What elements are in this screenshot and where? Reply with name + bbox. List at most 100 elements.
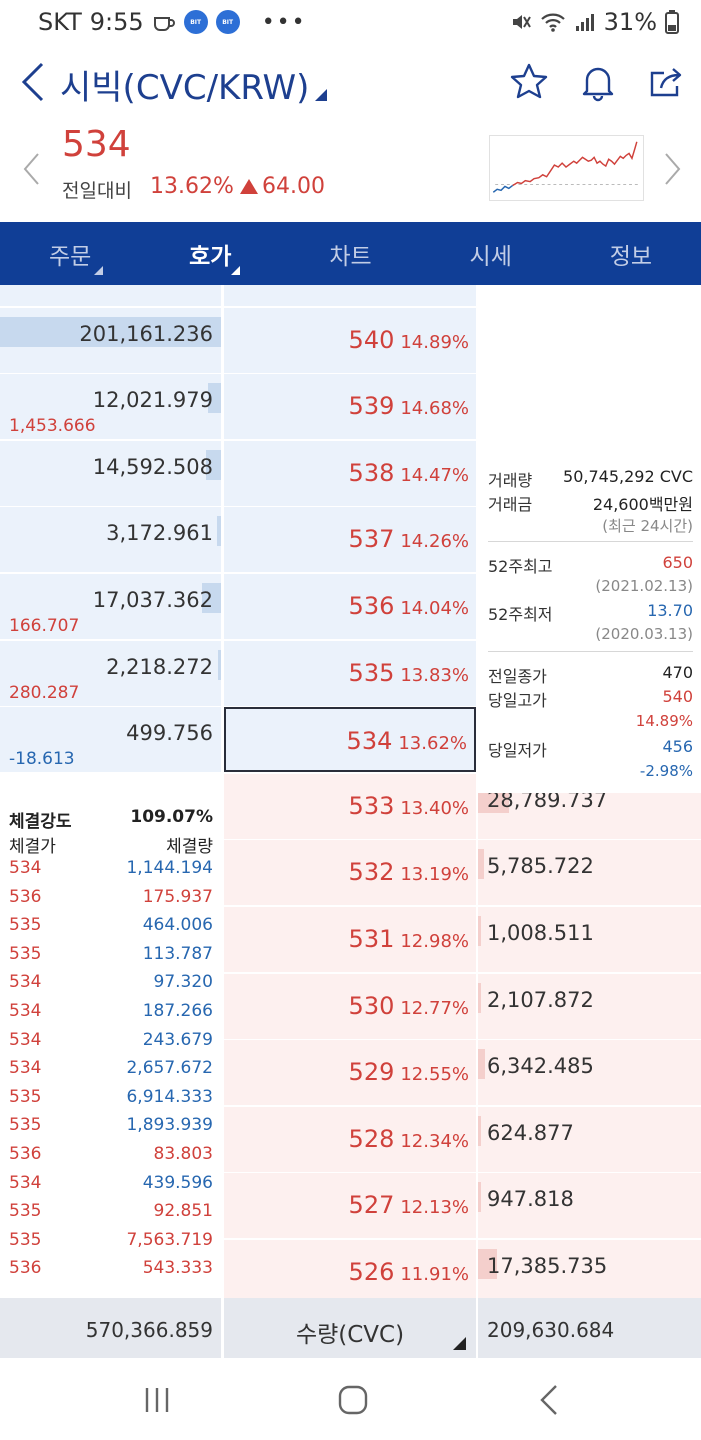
system-back-icon[interactable] — [530, 1380, 570, 1420]
trade-row: 534 2,657.672 — [9, 1058, 213, 1078]
previous-market-icon[interactable] — [22, 152, 42, 186]
ask-quantity-cell[interactable]: 499.756 -18.613 — [0, 707, 221, 773]
bid-quantity-cell[interactable]: 1,008.511 — [478, 907, 701, 972]
trade-quantity: 113.787 — [142, 943, 213, 964]
bid-price-cell[interactable]: 531 12.98% — [224, 907, 476, 972]
tab-dropdown-icon — [94, 266, 104, 275]
trade-price: 535 — [9, 1115, 42, 1136]
ask-quantity-cell[interactable]: 14,592.508 — [0, 440, 221, 506]
trade-row: 536 175.937 — [9, 887, 213, 907]
clock: 9:55 — [89, 8, 144, 36]
bid-volume-bar — [478, 1115, 481, 1146]
bid-quantity-cell[interactable]: 5,785.722 — [478, 840, 701, 906]
tab-chart[interactable]: 차트 — [280, 222, 420, 285]
bid-volume-bar — [478, 916, 481, 946]
day-high-value: 540 — [662, 687, 693, 706]
trade-quantity: 97.320 — [153, 972, 213, 993]
tab-order[interactable]: 주문 — [0, 222, 140, 285]
price-percent: 14.68% — [400, 398, 469, 420]
price-label: 531 12.98% — [349, 925, 469, 953]
price-label: 536 14.04% — [349, 592, 469, 620]
current-price-cell[interactable]: 534 13.62% — [224, 707, 476, 773]
ask-price-cell[interactable]: 540 14.89% — [224, 307, 476, 373]
tab-quotes[interactable]: 시세 — [421, 222, 561, 285]
bid-quantity-cell[interactable]: 6,342.485 — [478, 1040, 701, 1106]
bid-price-cell[interactable]: 526 11.91% — [224, 1240, 476, 1298]
ask-quantity-cell[interactable]: 9,713.973 — [0, 285, 221, 306]
bid-quantity: 2,107.872 — [487, 987, 594, 1012]
trade-quantity: 187.266 — [142, 1001, 213, 1021]
trade-row: 534 1,144.194 — [9, 858, 213, 878]
battery-icon — [665, 10, 679, 34]
divider — [488, 541, 693, 542]
bid-total: 209,630.684 — [487, 1318, 615, 1342]
price-percent: 14.26% — [400, 531, 469, 553]
ask-quantity-cell[interactable]: 17,037.362 166.707 — [0, 574, 221, 639]
ask-quantity-cell[interactable]: 3,172.961 — [0, 507, 221, 573]
ask-quantity: 499.756 — [126, 721, 213, 746]
trade-qty-header: 체결량 — [166, 837, 213, 857]
recent-apps-icon[interactable] — [137, 1380, 177, 1420]
ask-quantity-cell[interactable]: 201,161.236 — [0, 307, 221, 373]
bid-price-cell[interactable]: 532 13.19% — [224, 840, 476, 906]
signal-icon — [575, 14, 594, 31]
bid-price-cell[interactable]: 529 12.55% — [224, 1040, 476, 1106]
coffee-icon — [153, 17, 175, 31]
quantity-change: 166.707 — [9, 616, 80, 636]
bid-volume-bar — [478, 1249, 497, 1279]
bid-quantity-cell[interactable]: 624.877 — [478, 1106, 701, 1172]
dropdown-triangle-icon — [315, 88, 328, 101]
tab-info[interactable]: 정보 — [561, 222, 701, 285]
high52-label: 52주최고 — [488, 557, 553, 576]
ask-volume-bar — [207, 383, 221, 414]
ask-price-cell[interactable]: 538 14.47% — [224, 440, 476, 506]
price-percent: 14.89% — [400, 331, 469, 353]
tab-orderbook[interactable]: 호가 — [140, 222, 280, 285]
alarm-bell-icon[interactable] — [578, 62, 618, 102]
bid-quantity: 17,385.735 — [487, 1254, 608, 1278]
day-high-percent: 14.89% — [635, 712, 693, 730]
day-low-label: 당일저가 — [488, 741, 547, 760]
bid-quantity-cell[interactable]: 17,385.735 — [478, 1240, 701, 1298]
price-label: 530 12.77% — [349, 992, 469, 1020]
ask-quantity: 2,218.272 — [106, 654, 213, 679]
page-title: 시빅(CVC/KRW) — [60, 68, 310, 108]
price-value: 532 — [348, 858, 395, 887]
home-icon[interactable] — [333, 1380, 373, 1420]
ask-quantity: 3,172.961 — [106, 521, 213, 546]
mini-price-chart[interactable] — [489, 135, 644, 201]
ask-price-cell[interactable]: 539 14.68% — [224, 374, 476, 440]
ask-quantity-cell[interactable]: 2,218.272 280.287 — [0, 640, 221, 706]
ask-price-cell[interactable]: 541 15.11% — [224, 285, 476, 306]
back-icon[interactable] — [18, 60, 48, 104]
price-percent: 12.98% — [400, 931, 469, 952]
ask-quantity-cell[interactable]: 12,021.979 1,453.666 — [0, 374, 221, 440]
share-icon[interactable] — [647, 62, 687, 102]
dropdown-triangle-icon — [453, 1337, 466, 1350]
bid-price-cell[interactable]: 530 12.77% — [224, 973, 476, 1039]
unit-selector[interactable]: 수량(CVC) — [224, 1298, 476, 1358]
trade-history-panel: 체결강도 109.07% 체결가 체결량 534 1,144.194 536 175.93… — [0, 793, 221, 1298]
ask-price-cell[interactable]: 536 14.04% — [224, 574, 476, 639]
bid-quantity-cell[interactable]: 2,107.872 — [478, 973, 701, 1039]
bid-price-cell[interactable]: 528 12.34% — [224, 1106, 476, 1172]
ask-volume-bar — [202, 583, 221, 613]
order-book[interactable]: 9,713.97354115.11%201,161.23654014.89%12… — [0, 285, 701, 1298]
trade-price: 535 — [9, 1201, 42, 1222]
trade-row: 535 7,563.719 — [9, 1230, 213, 1250]
bid-price-cell[interactable]: 533 13.40% — [224, 773, 476, 839]
next-market-icon[interactable] — [662, 152, 682, 186]
market-selector[interactable]: 시빅(CVC/KRW) — [60, 60, 328, 109]
trade-quantity: 464.006 — [142, 915, 213, 936]
trade-quantity: 83.803 — [153, 1144, 213, 1164]
change-amount-value: 64.00 — [262, 174, 325, 199]
trade-price: 534 — [9, 858, 42, 878]
ask-price-cell[interactable]: 535 13.83% — [224, 640, 476, 706]
favorite-star-icon[interactable] — [509, 62, 549, 102]
app-header: 시빅(CVC/KRW) — [0, 52, 701, 116]
trade-quantity: 1,893.939 — [126, 1115, 213, 1136]
trade-price: 535 — [9, 915, 42, 936]
ask-price-cell[interactable]: 537 14.26% — [224, 507, 476, 573]
bid-price-cell[interactable]: 527 12.13% — [224, 1173, 476, 1239]
bid-quantity-cell[interactable]: 947.818 — [478, 1173, 701, 1239]
